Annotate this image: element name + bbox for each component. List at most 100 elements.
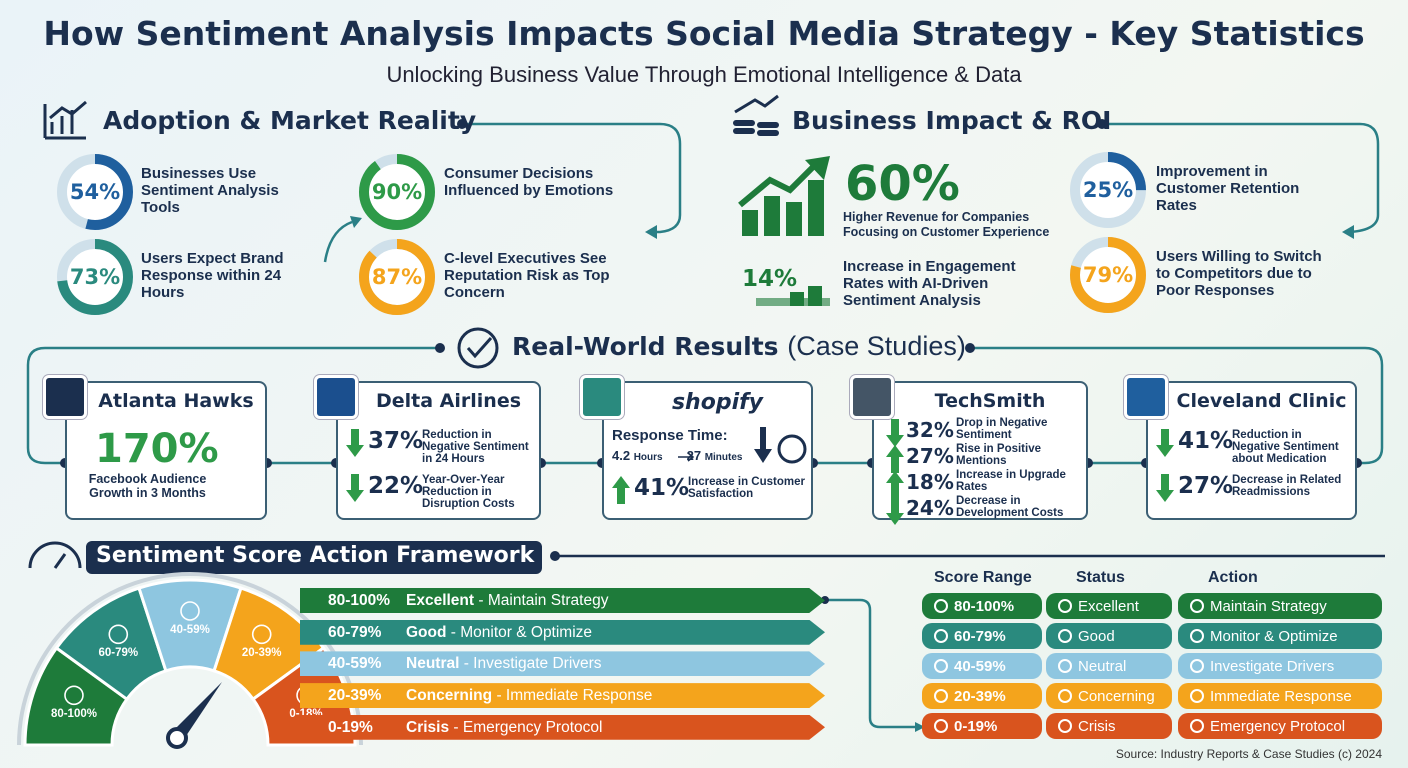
band-text: 80-100% Excellent - Maintain Strategy: [328, 592, 608, 610]
ring-arc: [57, 239, 133, 315]
cell-icon: [934, 719, 948, 733]
highlight-text: Higher Revenue for Companies Focusing on…: [843, 210, 1050, 239]
cell-icon: [1190, 629, 1204, 643]
case-text: Rise in Positive Mentions: [956, 443, 1042, 467]
cell-icon: [934, 629, 948, 643]
band-status: Excellent: [406, 592, 475, 609]
section-title: Real-World Results (Case Studies): [512, 331, 966, 362]
band: [300, 588, 825, 613]
case-text: Increase in Upgrade Rates: [956, 469, 1066, 493]
band-note: - Immediate Response: [496, 687, 653, 705]
table-text: 0-19%: [954, 718, 998, 735]
band-range: 40-59%: [328, 655, 382, 673]
case-value: 27%: [1178, 473, 1234, 499]
arrow-shape: [612, 476, 630, 504]
table-text: 60-79%: [954, 628, 1006, 645]
stat-text: Improvement in Customer Retention Rates: [1156, 163, 1300, 214]
stat-text: Users Willing to Switch to Competitors d…: [1156, 248, 1322, 299]
case-text: Reduction in Negative Sentiment about Me…: [1232, 429, 1339, 465]
stat-text: Businesses Use Sentiment Analysis Tools: [141, 165, 279, 216]
band-status: Good: [406, 623, 447, 641]
cell-icon: [1190, 599, 1204, 613]
arrow-down: [346, 474, 364, 502]
table-text: Crisis: [1078, 718, 1116, 735]
arrow-down: [886, 419, 904, 447]
case-name: TechSmith: [934, 390, 1046, 412]
cell-icon: [1190, 659, 1204, 673]
band-text: 60-79% Good - Monitor & Optimize: [328, 624, 592, 642]
arrow-down: [346, 429, 364, 457]
table-header: Action: [1208, 569, 1258, 586]
case-value: 24%: [906, 496, 954, 520]
ring-label: 25%: [1082, 178, 1134, 202]
case-card: [872, 381, 1088, 520]
band-text: 20-39% Concerning - Immediate Response: [328, 687, 652, 705]
ring: [359, 154, 435, 230]
cell-icon: [1058, 659, 1072, 673]
arrow-up: [886, 471, 904, 499]
ring: [57, 154, 133, 230]
band-status: Neutral: [406, 655, 460, 673]
case-value: 170%: [95, 426, 219, 472]
arrow-shape: [346, 429, 364, 457]
from-unit: Hours: [633, 452, 663, 463]
band-note: - Investigate Drivers: [463, 655, 602, 673]
cell-icon: [1058, 719, 1072, 733]
watch: [777, 434, 807, 464]
stat-text: C-level Executives See Reputation Risk a…: [444, 250, 610, 301]
band-status: Crisis: [406, 718, 450, 736]
face: [108, 624, 129, 645]
table-text: Concerning: [1078, 688, 1155, 705]
section-title: Business Impact & ROI: [792, 106, 1112, 135]
table-cell: [1178, 713, 1382, 739]
ring: [57, 239, 133, 315]
band-range: 20-39%: [328, 687, 382, 705]
table-text: Good: [1078, 628, 1115, 645]
band: [300, 683, 825, 709]
title-sub: (Case Studies): [787, 331, 966, 361]
cell-icon: [1058, 599, 1072, 613]
band-text: 0-19% Crisis - Emergency Protocol: [328, 719, 602, 737]
response-label: Response Time:: [612, 427, 728, 444]
case-text: Increase in Customer Satisfaction: [688, 476, 805, 500]
cell-icon: [934, 689, 948, 703]
band: [300, 714, 825, 740]
case-icon: [43, 375, 87, 419]
case-text: Facebook Audience Growth in 3 Months: [88, 472, 207, 500]
gauge-label: 20-39%: [241, 647, 282, 660]
band-note: - Maintain Strategy: [478, 592, 609, 609]
gauge-label: 40-59%: [170, 624, 210, 636]
case-text: Drop in Negative Sentiment: [956, 417, 1048, 441]
arrow-up: [612, 476, 630, 504]
table-text: 20-39%: [954, 688, 1006, 705]
case-icon: [580, 375, 624, 419]
case-value: 18%: [906, 470, 954, 494]
table-cell: [1178, 593, 1382, 619]
ring-label: 87%: [371, 265, 423, 289]
ring-arc: [1070, 237, 1146, 313]
table-header: Score Range: [934, 569, 1032, 586]
arrow-up: [886, 445, 904, 473]
table-text: Neutral: [1078, 658, 1127, 675]
from: 4.2: [612, 448, 631, 463]
highlight-text: Increase in Engagement Rates with AI-Dri…: [843, 258, 1016, 309]
ring-label: 79%: [1082, 263, 1134, 287]
arrow-shape: [886, 445, 904, 473]
ring-label: 54%: [69, 180, 121, 204]
cell-icon: [1058, 629, 1072, 643]
band-range: 60-79%: [328, 623, 382, 641]
band-range: 80-100%: [328, 592, 391, 609]
band-note: - Monitor & Optimize: [450, 623, 593, 641]
ring: [359, 239, 435, 315]
case-text: Decrease in Related Readmissions: [1232, 474, 1342, 498]
section-title: Sentiment Score Action Framework: [96, 543, 535, 568]
case-value: 27%: [906, 444, 954, 468]
source: Source: Industry Reports & Case Studies …: [1115, 747, 1382, 761]
ring-arc: [359, 154, 435, 230]
face: [64, 685, 84, 706]
table-header: Status: [1076, 569, 1125, 586]
arrow-right: [678, 452, 695, 462]
table-cell: [1178, 653, 1382, 679]
case-card: [1146, 381, 1357, 520]
case-name: Atlanta Hawks: [98, 390, 254, 412]
